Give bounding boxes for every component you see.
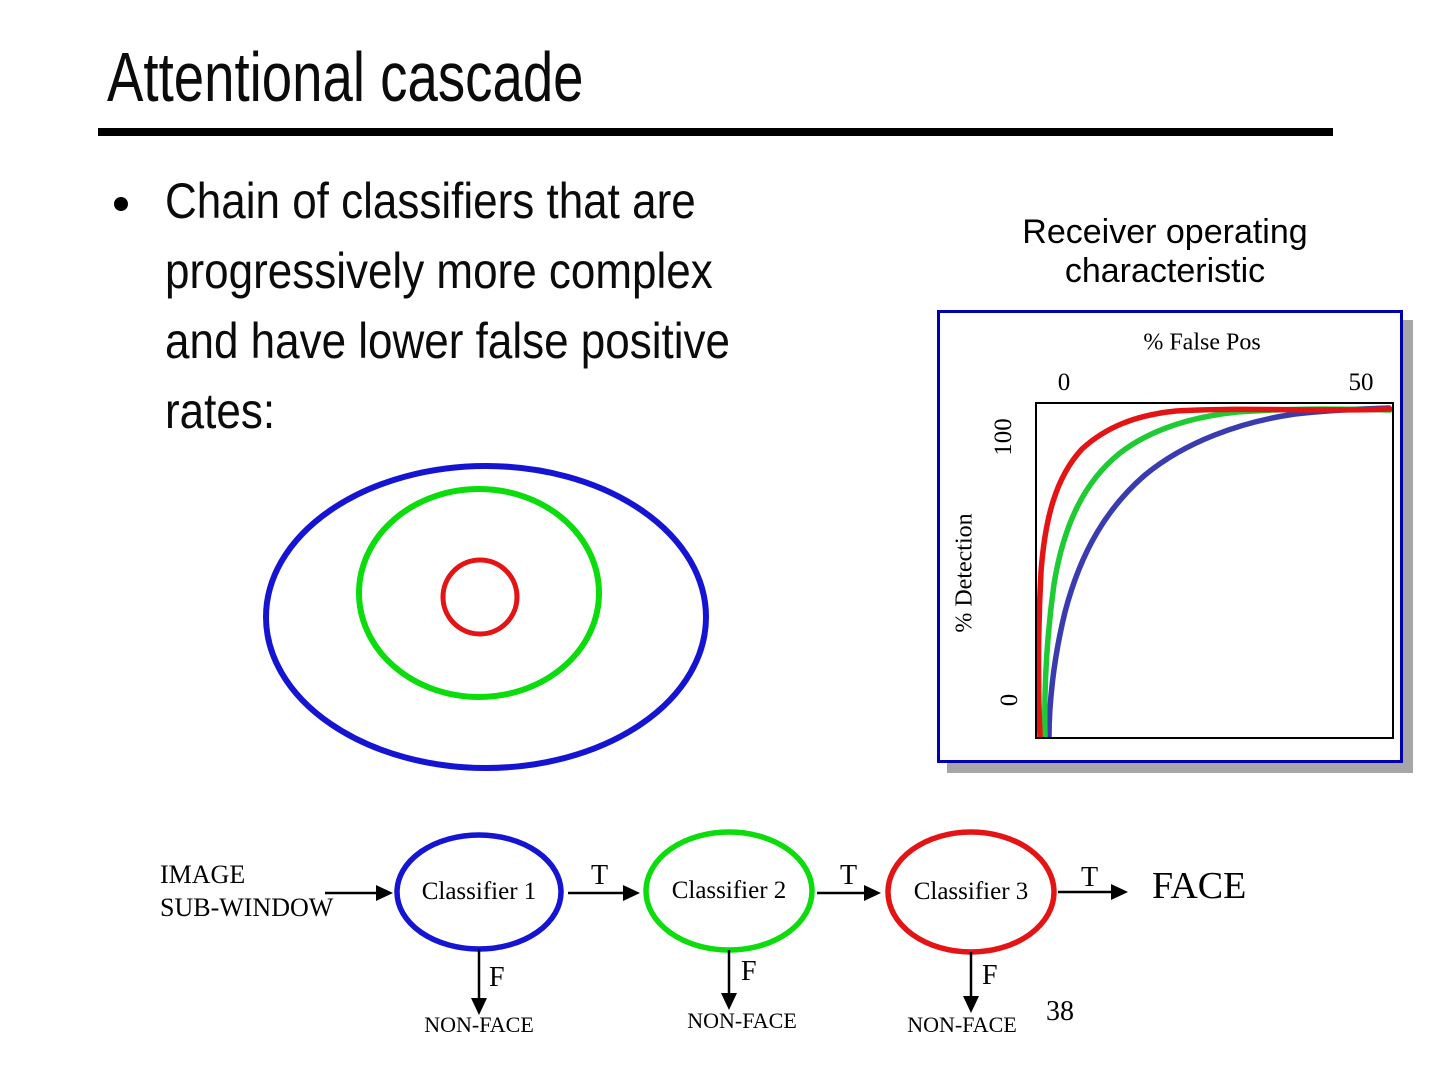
true-branch-label-2: T (840, 860, 858, 891)
accept-label: FACE (1152, 865, 1247, 907)
t2-arrowhead (864, 885, 881, 901)
false-branch-label-3: F (982, 960, 998, 991)
f3-arrowhead (963, 996, 979, 1013)
t1-arrowhead (623, 885, 640, 901)
t3-arrowhead (1111, 884, 1128, 900)
roc-x-axis-label: % False Pos (1143, 329, 1261, 356)
input-label: IMAGE SUB-WINDOW (160, 860, 334, 922)
true-branch-label-1: T (591, 860, 609, 891)
title-underline (98, 128, 1333, 136)
f1-arrowhead (471, 998, 487, 1015)
roc-curve-blue (1046, 405, 1392, 737)
nested-classifier-regions (263, 463, 709, 771)
classifier-1-label: Classifier 1 (421, 878, 537, 905)
roc-y-axis-label: % Detection (951, 513, 978, 633)
reject-label-2: NON-FACE (687, 1008, 797, 1033)
roc-plot-area (1035, 402, 1394, 739)
roc-y-tick-max: 100 (990, 418, 1017, 456)
false-branch-label-1: F (489, 962, 505, 993)
roc-x-tick-min: 0 (1057, 369, 1071, 396)
false-branch-label-2: F (741, 956, 757, 987)
bullet-text: Chain of classifiers that are progressiv… (165, 173, 731, 439)
roc-x-tick-max: 50 (1348, 369, 1374, 396)
outer-blue-ellipse (263, 463, 709, 771)
roc-panel: % False Pos 0 50 100 % Detection 0 (937, 310, 1403, 763)
page-number: 38 (1046, 996, 1074, 1027)
reject-label-3: NON-FACE (907, 1012, 1017, 1037)
middle-green-ellipse (356, 486, 602, 700)
roc-curves (1037, 405, 1392, 737)
input-arrowhead (376, 885, 393, 901)
true-branch-label-3: T (1081, 862, 1099, 893)
classifier-2-label: Classifier 2 (671, 877, 787, 904)
classifier-3-label: Classifier 3 (913, 878, 1029, 905)
reject-label-1: NON-FACE (424, 1012, 534, 1037)
roc-heading: Receiver operating characteristic (1022, 213, 1308, 290)
roc-curve-green (1042, 406, 1392, 737)
f2-arrowhead (721, 993, 737, 1010)
bullet-icon (114, 197, 128, 211)
cascade-flow-diagram (0, 810, 1440, 1080)
roc-y-tick-min: 0 (996, 693, 1023, 707)
page-title: Attentional cascade (107, 38, 584, 116)
roc-curve-red (1037, 406, 1392, 737)
inner-red-circle (440, 557, 520, 637)
cascade-flow-shapes (325, 829, 1128, 1015)
